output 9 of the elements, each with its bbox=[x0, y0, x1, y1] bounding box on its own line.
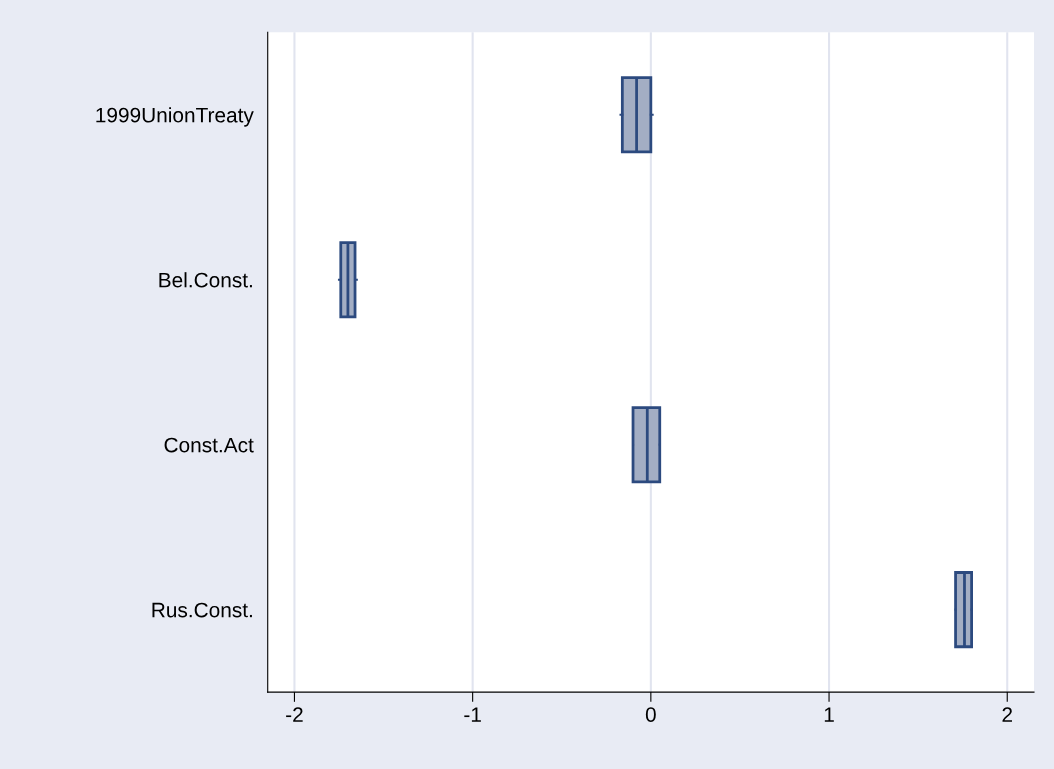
y-tick-label: Const.Act bbox=[164, 437, 254, 453]
x-tick-label: 0 bbox=[645, 707, 656, 722]
x-tick-label: 1 bbox=[824, 707, 834, 722]
y-tick-label: 1999UnionTreaty bbox=[96, 107, 254, 127]
x-tick-label: -1 bbox=[464, 707, 481, 722]
x-tick-label: 2 bbox=[1002, 707, 1012, 722]
x-tick-label: -2 bbox=[286, 707, 303, 722]
y-tick-label: Rus.Const. bbox=[152, 602, 252, 618]
y-tick-label: Bel.Const. bbox=[159, 272, 252, 288]
